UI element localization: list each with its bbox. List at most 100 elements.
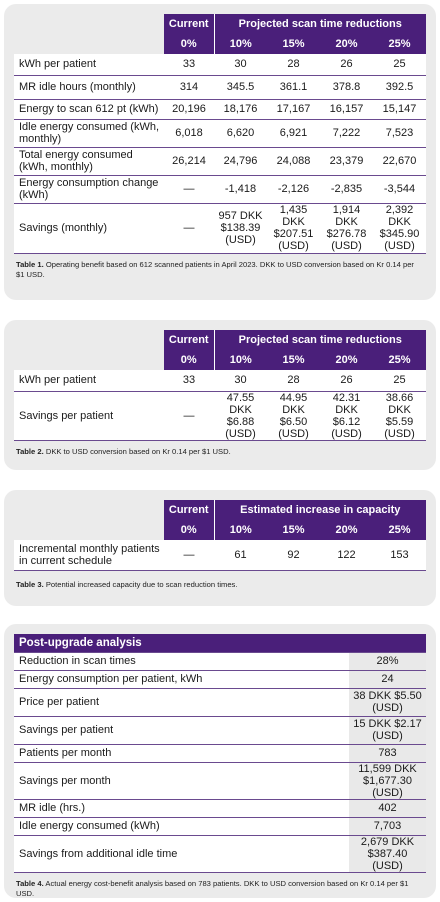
table-row: Savings from additional idle time 2,679 …	[14, 835, 426, 873]
cell: 122	[320, 540, 373, 571]
row-label: Reduction in scan times	[14, 652, 349, 671]
cell: 33	[164, 54, 214, 76]
cell: 17,167	[267, 99, 320, 120]
table1-projected-header: Projected scan time reductions	[213, 14, 426, 34]
row-value: 783	[349, 744, 426, 763]
row-label: Savings (monthly)	[14, 203, 164, 254]
table3-projected-header: Estimated increase in capacity	[213, 500, 426, 520]
cell: 47.55 DKK $6.88 (USD)	[214, 391, 267, 441]
table1-pct: 0%	[164, 34, 214, 54]
table1-corner2	[14, 34, 164, 54]
table1-pct: 15%	[267, 34, 320, 54]
table-row: kWh per patient 33 30 28 26 25	[14, 54, 426, 76]
table-row: Reduction in scan times 28%	[14, 652, 426, 671]
cell: 6,018	[164, 119, 214, 148]
cell: -1,418	[214, 175, 267, 204]
table2-pct: 10%	[213, 350, 267, 370]
table-row: Energy consumption change (kWh) — -1,418…	[14, 175, 426, 204]
table-row: Savings per patient — 47.55 DKK $6.88 (U…	[14, 391, 426, 441]
table3-pct: 20%	[320, 520, 373, 540]
row-label: Energy consumption change (kWh)	[14, 175, 164, 204]
cell: 24,796	[214, 147, 267, 176]
table1-pct: 10%	[213, 34, 267, 54]
table2-pct: 0%	[164, 350, 214, 370]
table1-pct: 25%	[373, 34, 426, 54]
cell: 44.95 DKK $6.50 (USD)	[267, 391, 320, 441]
table-row: MR idle (hrs.) 402	[14, 799, 426, 818]
row-label: MR idle (hrs.)	[14, 799, 349, 818]
row-value: 24	[349, 670, 426, 689]
table3-caption: Table 3. Potential increased capacity du…	[16, 579, 238, 589]
table3-pct: 15%	[267, 520, 320, 540]
row-label: Energy consumption per patient, kWh	[14, 670, 349, 689]
cell: -2,835	[320, 175, 373, 204]
cell: 18,176	[214, 99, 267, 120]
table3-card: Current Estimated increase in capacity 0…	[4, 490, 436, 606]
cell: 61	[214, 540, 267, 571]
cell: —	[164, 540, 214, 571]
row-value: 28%	[349, 652, 426, 671]
table2-pct: 25%	[373, 350, 426, 370]
cell: -2,126	[267, 175, 320, 204]
table2-pct: 15%	[267, 350, 320, 370]
cell: 6,921	[267, 119, 320, 148]
row-label: Total energy consumed (kWh, monthly)	[14, 147, 164, 176]
cell: 957 DKK $138.39 (USD)	[214, 203, 267, 254]
cell: 24,088	[267, 147, 320, 176]
table2-card: Current Projected scan time reductions 0…	[4, 320, 436, 470]
table3-pct: 0%	[164, 520, 214, 540]
table2-pct: 20%	[320, 350, 373, 370]
table4-card: Post-upgrade analysis Reduction in scan …	[4, 624, 436, 898]
cell: 1,914 DKK $276.78 (USD)	[320, 203, 373, 254]
row-label: Savings per patient	[14, 391, 164, 441]
cell: 378.8	[320, 75, 373, 100]
cell: 28	[267, 370, 320, 392]
row-label: Patients per month	[14, 744, 349, 763]
table4-caption: Table 4. Actual energy cost-benefit anal…	[16, 878, 409, 898]
cell: 2,392 DKK $345.90 (USD)	[373, 203, 426, 254]
row-label: kWh per patient	[14, 54, 164, 76]
cell: 6,620	[214, 119, 267, 148]
table1-caption: Table 1. Operating benefit based on 612 …	[16, 259, 414, 279]
cell: 26	[320, 370, 373, 392]
cell: 22,670	[373, 147, 426, 176]
table1-pct: 20%	[320, 34, 373, 54]
cell: 28	[267, 54, 320, 76]
cell: 7,222	[320, 119, 373, 148]
cell: 26	[320, 54, 373, 76]
cell: 7,523	[373, 119, 426, 148]
cell: 345.5	[214, 75, 267, 100]
table1-current-header: Current	[164, 14, 214, 34]
table-row: Patients per month 783	[14, 744, 426, 763]
cell: 30	[214, 54, 267, 76]
cell: -3,544	[373, 175, 426, 204]
cell: 38.66 DKK $5.59 (USD)	[373, 391, 426, 441]
table-row: MR idle hours (monthly) 314 345.5 361.1 …	[14, 75, 426, 100]
table-row: Savings (monthly) — 957 DKK $138.39 (USD…	[14, 203, 426, 254]
cell: 16,157	[320, 99, 373, 120]
cell: 33	[164, 370, 214, 392]
row-label: Incremental monthly patients in current …	[14, 540, 164, 571]
cell: 25	[373, 370, 426, 392]
row-label: kWh per patient	[14, 370, 164, 392]
row-value: 15 DKK $2.17 (USD)	[349, 716, 426, 745]
table3-pct: 10%	[213, 520, 267, 540]
cell: 314	[164, 75, 214, 100]
row-value: 11,599 DKK $1,677.30 (USD)	[349, 762, 426, 800]
table2-current-header: Current	[164, 330, 214, 350]
table3-pct: 25%	[373, 520, 426, 540]
table2-caption: Table 2. DKK to USD conversion based on …	[16, 446, 231, 456]
table-row: Price per patient 38 DKK $5.50 (USD)	[14, 688, 426, 717]
row-value: 38 DKK $5.50 (USD)	[349, 688, 426, 717]
row-label: Savings per patient	[14, 716, 349, 745]
row-label: Energy to scan 612 pt (kWh)	[14, 99, 164, 120]
table2: Current Projected scan time reductions 0…	[14, 330, 426, 441]
table1: Current Projected scan time reductions 0…	[14, 14, 426, 254]
cell: —	[164, 391, 214, 441]
table4-title: Post-upgrade analysis	[14, 634, 426, 653]
table1-card: Current Projected scan time reductions 0…	[4, 4, 436, 300]
table-row: kWh per patient 33 30 28 26 25	[14, 370, 426, 392]
cell: —	[164, 203, 214, 254]
cell: 26,214	[164, 147, 214, 176]
table3-current-header: Current	[164, 500, 214, 520]
